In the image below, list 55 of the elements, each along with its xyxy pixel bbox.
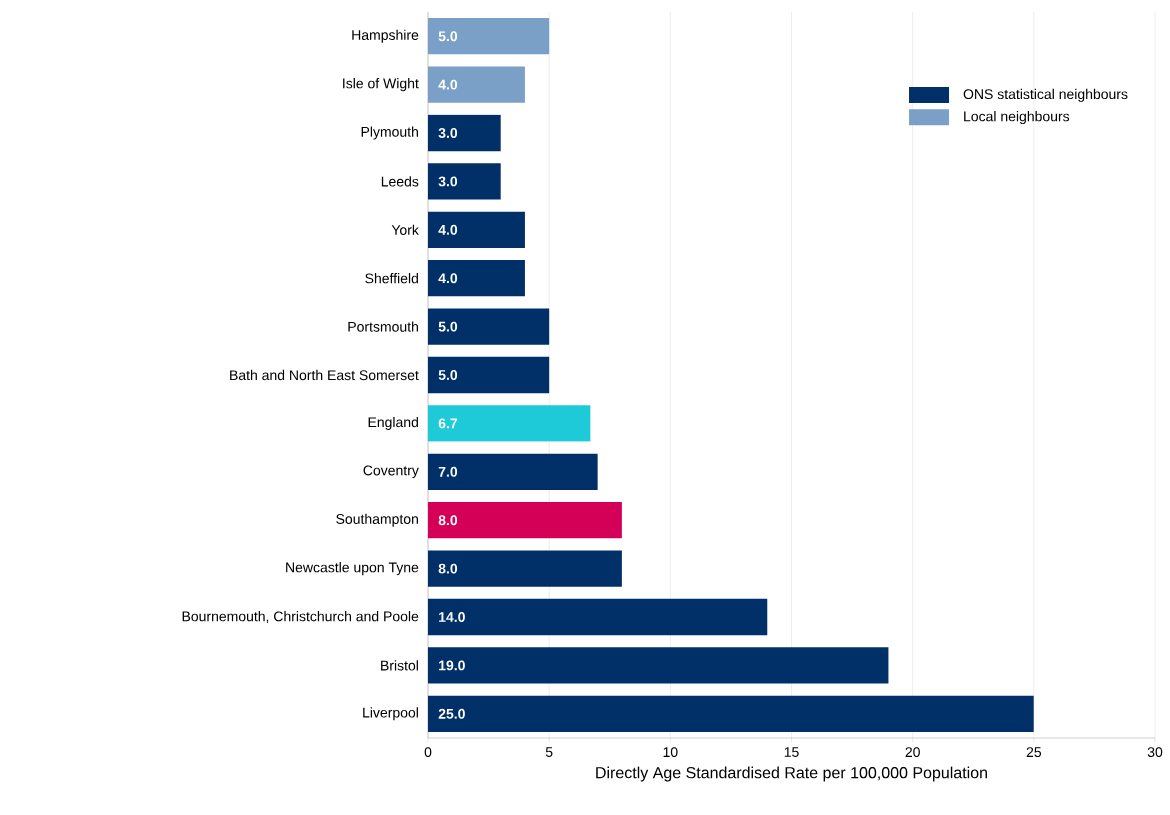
bar	[428, 18, 550, 55]
x-tick-label: 0	[424, 747, 432, 758]
data-label: 25.0	[438, 708, 465, 719]
x-tick-label: 25	[1026, 747, 1042, 758]
y-tick-label: Newcastle upon Tyne	[286, 562, 419, 576]
y-tick-label: Liverpool	[363, 707, 418, 721]
data-label: 6.7	[438, 418, 458, 429]
data-label: 8.0	[438, 515, 458, 526]
bar	[428, 66, 525, 103]
y-tick-label: Plymouth	[361, 126, 418, 140]
bar	[428, 308, 550, 345]
data-label: 5.0	[438, 321, 458, 332]
bar	[428, 163, 501, 200]
x-tick-label: 5	[545, 747, 553, 757]
x-axis-title: Directly Age Standardised Rate per 100,000 Population	[596, 766, 987, 782]
bar	[428, 356, 550, 394]
bar	[428, 647, 889, 684]
y-tick-label: Bournemouth, Christchurch and Poole	[182, 611, 419, 623]
bar	[428, 550, 622, 587]
data-label: 19.0	[439, 660, 465, 671]
x-tick-label: 15	[784, 747, 799, 757]
y-tick-label: Coventry	[363, 465, 419, 479]
legend-label: ONS statistical neighbours	[963, 88, 1128, 102]
bar	[428, 260, 525, 297]
x-tick-label: 10	[663, 747, 678, 758]
data-label: 5.0	[438, 31, 458, 42]
bar	[428, 405, 591, 442]
y-tick-label: Sheffield	[365, 273, 418, 284]
data-label: 5.0	[438, 370, 458, 380]
data-label: 4.0	[438, 224, 458, 235]
bar	[428, 598, 768, 636]
bar	[428, 211, 525, 248]
y-tick-label: York	[391, 224, 419, 235]
y-tick-label: Portsmouth	[348, 321, 418, 332]
bar	[428, 502, 622, 539]
bar	[428, 114, 501, 152]
data-label: 14.0	[439, 612, 465, 622]
y-tick-label: Bath and North East Somerset	[230, 369, 419, 381]
x-tick-label: 20	[905, 747, 920, 758]
data-label: 7.0	[438, 466, 458, 477]
bar	[428, 695, 1034, 732]
y-tick-label: Bristol	[381, 660, 418, 671]
y-tick-label: Isle of Wight	[343, 78, 419, 92]
data-label: 4.0	[438, 79, 458, 90]
y-tick-label: England	[368, 416, 418, 430]
data-label: 3.0	[438, 176, 458, 187]
data-label: 4.0	[438, 273, 458, 284]
x-tick-label: 30	[1147, 747, 1163, 758]
data-label: 8.0	[438, 563, 458, 574]
y-tick-label: Hampshire	[352, 29, 419, 43]
data-label: 3.0	[438, 128, 458, 138]
bar	[428, 453, 598, 490]
y-tick-label: Leeds	[381, 176, 419, 187]
legend-label: Local neighbours	[964, 111, 1070, 125]
y-tick-label: Southampton	[336, 513, 418, 527]
